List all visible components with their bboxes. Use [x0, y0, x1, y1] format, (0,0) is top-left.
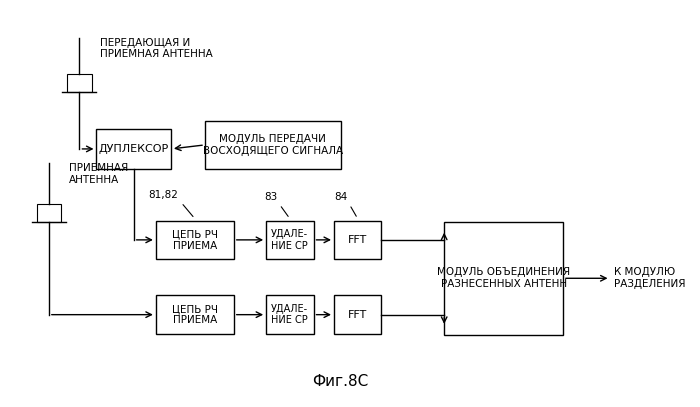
FancyBboxPatch shape: [444, 222, 563, 335]
FancyBboxPatch shape: [266, 221, 314, 259]
Text: ЦЕПЬ РЧ
ПРИЕМА: ЦЕПЬ РЧ ПРИЕМА: [172, 304, 218, 326]
FancyBboxPatch shape: [97, 129, 171, 169]
Text: FFT: FFT: [348, 235, 368, 245]
Text: FFT: FFT: [348, 310, 368, 319]
FancyBboxPatch shape: [156, 221, 234, 259]
Text: УДАЛЕ-
НИЕ СР: УДАЛЕ- НИЕ СР: [271, 229, 309, 251]
FancyBboxPatch shape: [36, 204, 61, 222]
Text: Фиг.8С: Фиг.8С: [313, 374, 369, 389]
FancyBboxPatch shape: [266, 295, 314, 334]
Text: МОДУЛЬ ОБЪЕДИНЕНИЯ
РАЗНЕСЕННЫХ АНТЕНН: МОДУЛЬ ОБЪЕДИНЕНИЯ РАЗНЕСЕННЫХ АНТЕНН: [437, 267, 570, 289]
Text: 81,82: 81,82: [148, 190, 178, 201]
Text: ЦЕПЬ РЧ
ПРИЕМА: ЦЕПЬ РЧ ПРИЕМА: [172, 229, 218, 251]
FancyBboxPatch shape: [67, 74, 92, 92]
Text: ДУПЛЕКСОР: ДУПЛЕКСОР: [99, 144, 169, 154]
Text: 84: 84: [334, 193, 347, 203]
FancyBboxPatch shape: [156, 295, 234, 334]
Text: ПЕРЕДАЮЩАЯ И
ПРИЕМНАЯ АНТЕННА: ПЕРЕДАЮЩАЯ И ПРИЕМНАЯ АНТЕННА: [100, 38, 213, 59]
FancyBboxPatch shape: [334, 295, 382, 334]
FancyBboxPatch shape: [205, 120, 341, 169]
Text: 83: 83: [265, 193, 278, 203]
Text: УДАЛЕ-
НИЕ СР: УДАЛЕ- НИЕ СР: [271, 304, 309, 326]
Text: МОДУЛЬ ПЕРЕДАЧИ
ВОСХОДЯЩЕГО СИГНАЛА: МОДУЛЬ ПЕРЕДАЧИ ВОСХОДЯЩЕГО СИГНАЛА: [203, 134, 343, 156]
Text: К МОДУЛЮ
РАЗДЕЛЕНИЯ: К МОДУЛЮ РАЗДЕЛЕНИЯ: [614, 267, 685, 289]
FancyBboxPatch shape: [334, 221, 382, 259]
Text: ПРИЕМНАЯ
АНТЕННА: ПРИЕМНАЯ АНТЕННА: [69, 163, 129, 185]
